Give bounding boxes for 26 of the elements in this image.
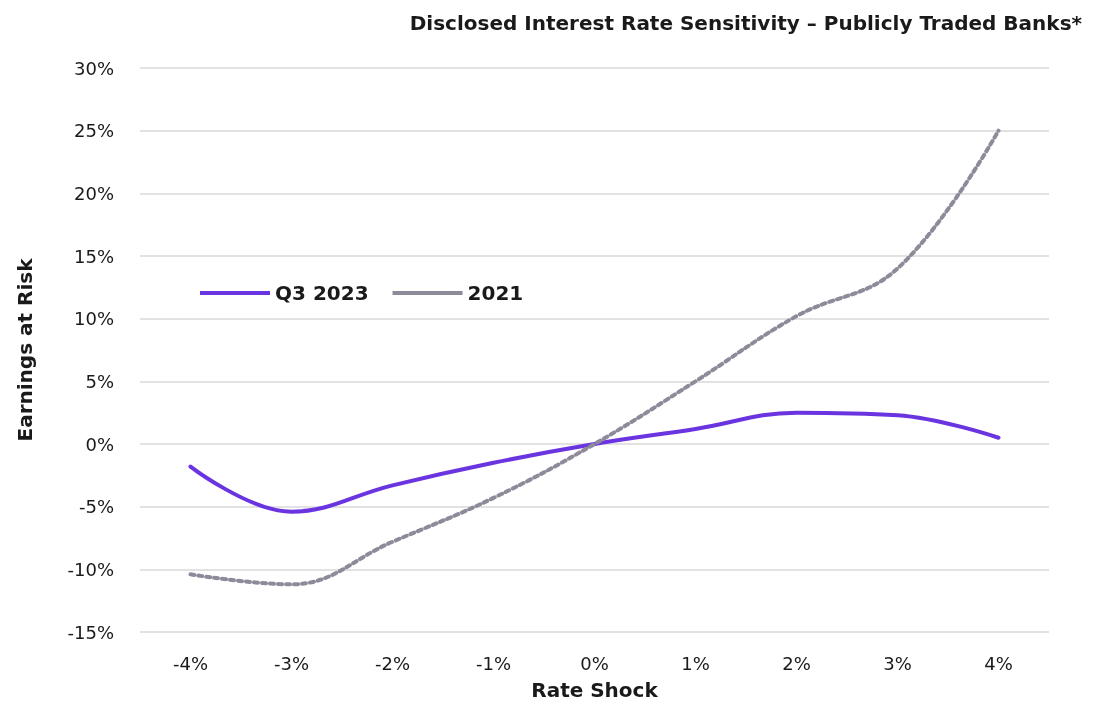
x-tick-label: -4%: [172, 652, 209, 674]
y-tick-label: 0%: [85, 433, 114, 455]
y-tick-label: -5%: [78, 496, 114, 518]
y-tick-label: 30%: [73, 57, 114, 79]
x-tick-label: -1%: [475, 652, 512, 674]
x-tick-label: 4%: [984, 652, 1013, 674]
y-axis-title: Earnings at Risk: [13, 257, 37, 442]
line-series: [188, 128, 1001, 587]
y-tick-label: -10%: [67, 558, 114, 580]
legend-label: 2021: [467, 281, 524, 305]
y-tick-label: -15%: [67, 621, 114, 643]
x-tick-label: -3%: [273, 652, 310, 674]
y-tick-label: 20%: [73, 182, 114, 204]
x-tick-label: 1%: [681, 652, 710, 674]
x-tick-label: 0%: [580, 652, 609, 674]
x-axis-title: Rate Shock: [531, 678, 659, 702]
chart-title: Disclosed Interest Rate Sensitivity – Publicly Traded Banks*: [409, 11, 1083, 35]
y-tick-label: 10%: [73, 308, 114, 330]
x-tick-label: 2%: [782, 652, 811, 674]
line-series: [188, 410, 1001, 514]
x-tick-label: 3%: [883, 652, 912, 674]
legend-label: Q3 2023: [275, 281, 369, 305]
y-tick-label: 25%: [73, 120, 114, 142]
x-tick-label: -2%: [374, 652, 411, 674]
y-tick-label: 5%: [85, 370, 114, 392]
y-tick-label: 15%: [73, 245, 114, 267]
